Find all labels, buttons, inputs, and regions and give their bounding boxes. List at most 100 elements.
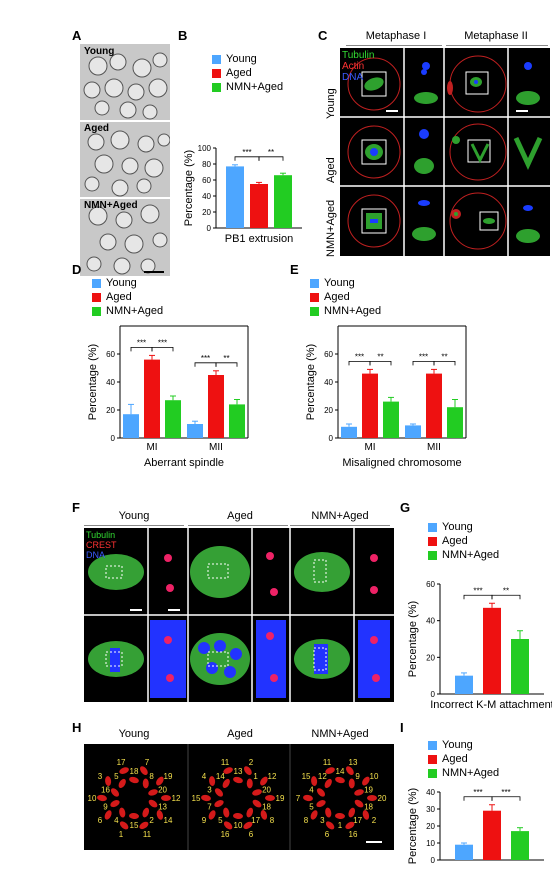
- panel-f-microscopy: [84, 528, 394, 702]
- chromosome-number: 5: [218, 816, 223, 825]
- chromosome-number: 13: [234, 767, 243, 776]
- panel-label-b: B: [178, 28, 188, 43]
- significance-bracket: [463, 594, 493, 600]
- chromosome: [129, 776, 139, 784]
- significance-label: ***: [137, 338, 146, 347]
- bar-nmn-aged: [511, 831, 529, 860]
- y-tick-label: 40: [426, 617, 435, 626]
- y-tick-label: 40: [426, 788, 435, 797]
- panel-label-h: H: [72, 720, 82, 735]
- chromosome-number: 6: [249, 830, 254, 839]
- chromosome: [252, 799, 262, 808]
- panel-c-microscopy: [340, 48, 550, 256]
- bar-young: [455, 675, 473, 694]
- x-category-label: MII: [427, 442, 441, 453]
- chromosome: [201, 794, 211, 802]
- legend-nmn: NMN+Aged: [442, 767, 500, 779]
- chromosome-number: 3: [207, 786, 212, 795]
- chromosome-number: 2: [149, 816, 154, 825]
- panel-a-aged-label: Aged: [84, 123, 109, 134]
- chromosome: [104, 810, 112, 820]
- bar-nmn-aged: [447, 407, 463, 438]
- x-category-label: MII: [209, 442, 223, 453]
- chromosome: [354, 799, 364, 808]
- bar-aged: [144, 359, 160, 438]
- chromosome: [362, 776, 370, 786]
- panel-label-e: E: [290, 262, 299, 277]
- panel-c-row-nmn: NMN+Aged: [325, 199, 337, 257]
- chromosome: [156, 810, 164, 820]
- y-tick-label: 20: [106, 406, 115, 415]
- significance-label: **: [268, 148, 274, 157]
- y-tick-label: 0: [111, 434, 116, 443]
- panel-c-header-meta2: Metaphase II: [464, 30, 528, 42]
- chromosome: [325, 807, 332, 818]
- legend-young: Young: [226, 53, 257, 65]
- chromosome-number: 8: [149, 772, 154, 781]
- legend-nmn: NMN+Aged: [442, 549, 500, 561]
- significance-label: ***: [501, 788, 510, 797]
- chromosome: [325, 821, 335, 830]
- y-tick-label: 20: [324, 406, 333, 415]
- panel-i-legend: Young Aged NMN+Aged: [428, 738, 499, 780]
- chromosome: [246, 807, 254, 818]
- chromosome-number: 14: [164, 816, 173, 825]
- chromosome: [233, 776, 243, 784]
- legend-aged: Aged: [442, 753, 468, 765]
- significance-label: ***: [473, 788, 482, 797]
- panel-f-header-young: Young: [118, 510, 150, 522]
- y-tick-label: 60: [324, 350, 333, 359]
- oocyte-brightfield-image: [80, 44, 171, 276]
- chromosome-number: 17: [353, 816, 362, 825]
- chromosome: [140, 766, 148, 775]
- stain-tubulin: Tubulin: [342, 50, 375, 61]
- bar-aged: [250, 184, 268, 228]
- chromosome: [316, 800, 326, 808]
- chromosome: [335, 812, 345, 820]
- bar-aged: [483, 607, 501, 694]
- significance-bracket: [151, 347, 174, 352]
- legend-aged: Aged: [324, 291, 350, 303]
- x-category-label: MI: [364, 442, 375, 453]
- chromosome-number: 18: [262, 802, 271, 811]
- chromosome: [367, 795, 377, 801]
- panel-h-header-young: Young: [118, 728, 150, 740]
- chromosome-number: 1: [338, 821, 343, 830]
- stain-dna: DNA: [342, 72, 364, 83]
- bar-nmn-aged: [229, 404, 245, 438]
- bar-nmn-aged: [511, 639, 529, 694]
- significance-bracket: [130, 347, 153, 352]
- chromosome-number: 17: [251, 816, 260, 825]
- chromosome-number: 10: [88, 794, 97, 803]
- legend-swatch-nmn: [212, 82, 221, 92]
- significance-bracket: [491, 594, 521, 600]
- chromosome-number: 13: [158, 802, 167, 811]
- chromosome: [110, 788, 120, 797]
- chromosome-number: 3: [320, 816, 325, 825]
- chromosome: [161, 795, 171, 801]
- significance-bracket: [369, 361, 392, 366]
- chromosome-number: 6: [98, 816, 103, 825]
- legend-nmn: NMN+Aged: [226, 81, 284, 93]
- panel-f-rule-3: [290, 525, 390, 526]
- chromosome-number: 16: [221, 830, 230, 839]
- chromosome: [223, 767, 233, 774]
- chromosome-number: 14: [336, 767, 345, 776]
- significance-label: **: [223, 354, 229, 363]
- chromosome-number: 3: [98, 772, 103, 781]
- x-axis-label: Misaligned chromosome: [342, 457, 461, 469]
- x-axis-label: Aberrant spindle: [144, 457, 224, 469]
- y-tick-label: 40: [106, 378, 115, 387]
- chromosome-number: 7: [296, 794, 301, 803]
- chromosome-number: 9: [202, 816, 207, 825]
- chromosome-number: 10: [234, 821, 243, 830]
- panel-h-header-aged: Aged: [227, 728, 253, 740]
- panel-c-row-young: Young: [325, 88, 337, 119]
- chromosome: [260, 810, 268, 820]
- bar-aged: [362, 373, 378, 438]
- significance-label: ***: [355, 352, 364, 361]
- significance-bracket: [491, 796, 521, 801]
- legend-aged: Aged: [226, 67, 252, 79]
